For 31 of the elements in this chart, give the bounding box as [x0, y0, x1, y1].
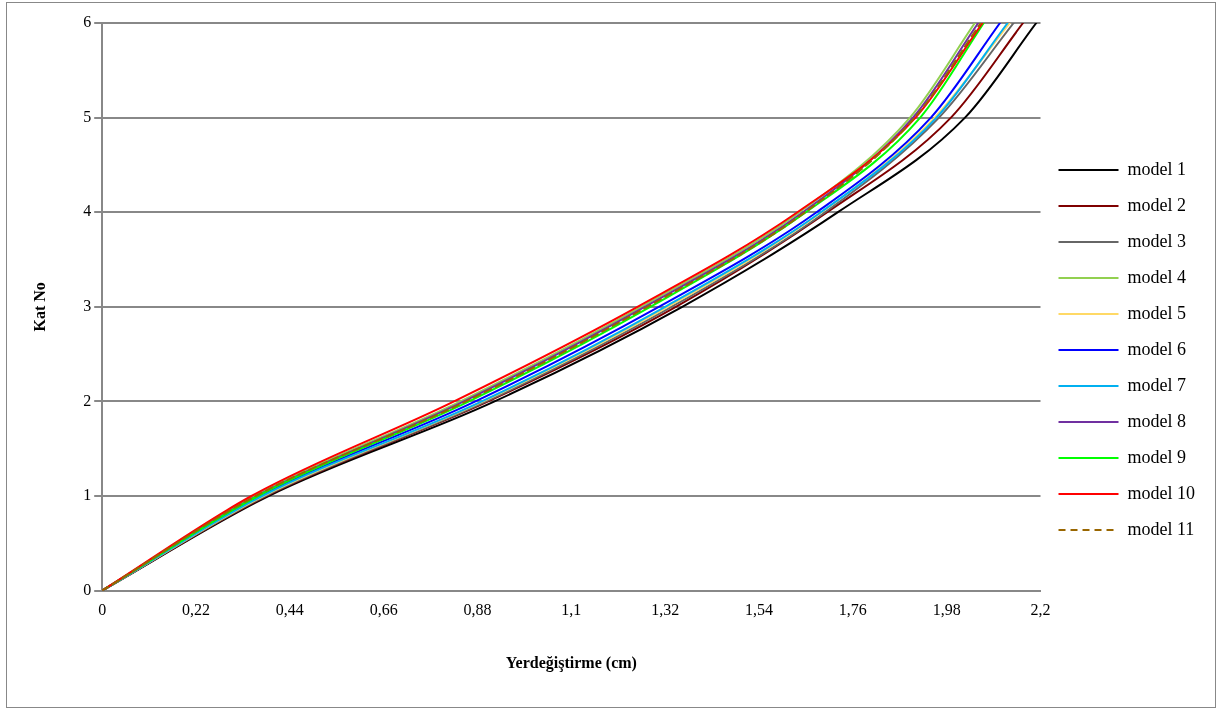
x-tick-label: 0,66 — [369, 601, 398, 619]
x-tick-label: 0,44 — [275, 601, 304, 619]
x-tick-label: 0 — [98, 601, 107, 619]
y-tick-label: 1 — [83, 486, 92, 504]
y-axis-title: Kat No — [30, 282, 48, 332]
y-tick-label: 3 — [83, 297, 92, 314]
legend-label: model 2 — [1127, 194, 1187, 215]
y-tick-label: 0 — [83, 580, 92, 598]
legend-label: model 11 — [1127, 518, 1195, 539]
x-axis-title: Yerdeğiştirme (cm) — [505, 653, 637, 672]
legend-label: model 5 — [1127, 302, 1187, 323]
x-tick-label: 1,1 — [561, 601, 582, 619]
x-tick-label: 0,22 — [182, 601, 211, 619]
legend-label: model 9 — [1127, 446, 1187, 467]
x-tick-label: 0,88 — [463, 601, 492, 619]
x-tick-label: 1,76 — [838, 601, 867, 619]
x-tick-label: 1,54 — [745, 601, 774, 619]
y-tick-label: 5 — [83, 107, 92, 125]
y-tick-label: 6 — [83, 13, 92, 31]
legend-label: model 1 — [1127, 158, 1187, 179]
legend-label: model 4 — [1127, 266, 1187, 287]
legend-label: model 6 — [1127, 338, 1187, 359]
legend-label: model 3 — [1127, 230, 1187, 251]
legend-label: model 8 — [1127, 410, 1187, 431]
y-tick-label: 2 — [83, 391, 92, 409]
y-tick-label: 4 — [83, 202, 92, 220]
x-tick-label: 1,32 — [651, 601, 680, 619]
x-tick-label: 2,2 — [1030, 601, 1051, 619]
legend-label: model 10 — [1127, 482, 1196, 503]
legend-label: model 7 — [1127, 374, 1187, 395]
x-tick-label: 1,98 — [932, 601, 961, 619]
